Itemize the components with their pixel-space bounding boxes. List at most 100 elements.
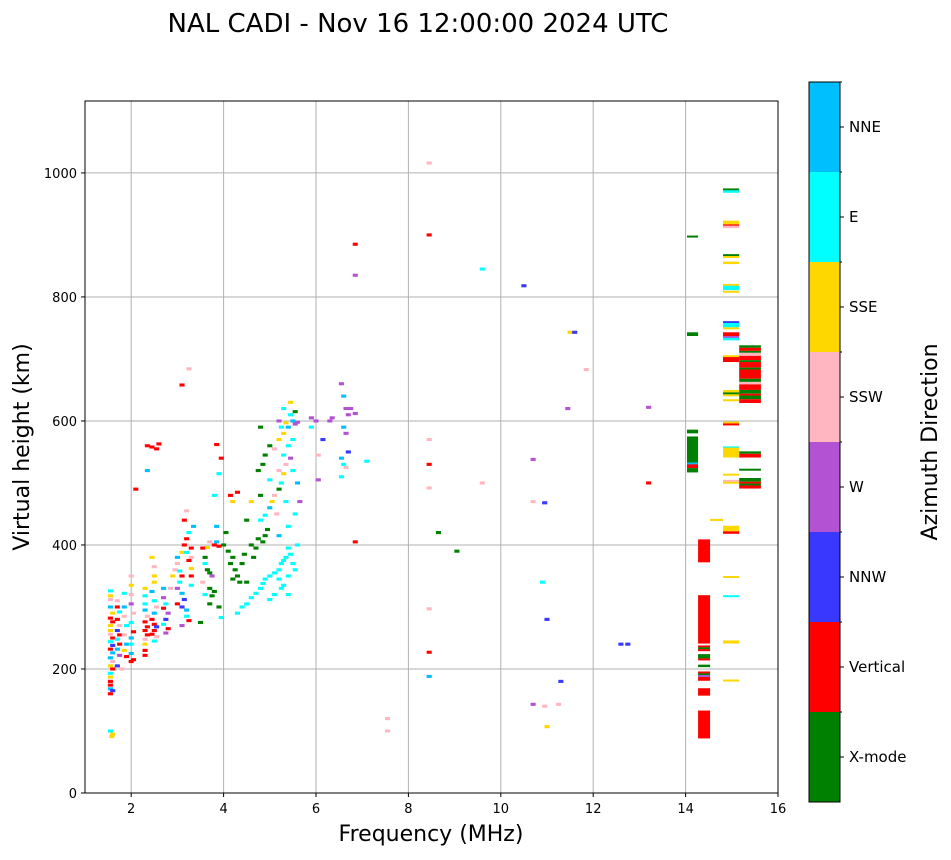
echo-bar (739, 347, 761, 351)
echo-cell (128, 574, 134, 578)
echo-cell (184, 608, 190, 612)
echo-bar (686, 429, 699, 434)
echo-bar (698, 677, 711, 681)
echo-cell (223, 531, 229, 535)
echo-cell (292, 410, 298, 414)
echo-cell (211, 493, 217, 497)
echo-cell (214, 524, 220, 528)
echo-bar (723, 290, 740, 293)
echo-bar (723, 357, 740, 363)
echo-bar (739, 485, 761, 489)
colorbar-swatch (809, 352, 840, 442)
echo-bar (723, 332, 740, 337)
echo-bar (723, 327, 740, 330)
echo-cell (221, 543, 227, 547)
echo-cell (239, 605, 245, 609)
echo-cell (142, 637, 148, 641)
echo-cell (278, 586, 284, 590)
colorbar-swatch (809, 442, 840, 532)
echo-cell (107, 664, 113, 668)
echo-cell (149, 589, 155, 594)
echo-bar (723, 283, 740, 286)
echo-cell (544, 725, 550, 729)
y-tick-label: 600 (52, 415, 77, 430)
echo-cell (479, 267, 485, 271)
echo-cell (308, 425, 314, 429)
echo-cell (264, 527, 271, 532)
echo-cell (292, 512, 298, 516)
echo-cell (151, 574, 157, 578)
echo-cell (258, 518, 264, 522)
echo-cell (128, 620, 134, 625)
colorbar-swatch (809, 82, 840, 172)
echo-bar (739, 378, 761, 382)
echo-bar (723, 531, 740, 534)
echo-cell (329, 416, 335, 420)
echo-cell (258, 493, 264, 497)
colorbar-swatch (809, 712, 840, 802)
echo-bar (723, 389, 740, 393)
echo-cell (181, 543, 187, 547)
echo-bar (723, 575, 740, 578)
echo-cell (121, 648, 127, 652)
echo-cell (107, 624, 113, 628)
echo-cell (343, 407, 349, 411)
echo-cell (530, 702, 536, 706)
echo-cell (234, 490, 241, 494)
colorbar: X-mode Vertical NNW W SSW SSE E NNE (808, 81, 906, 803)
echo-cell (218, 456, 224, 460)
echo-cell (435, 531, 441, 535)
echo-bar (723, 188, 740, 191)
echo-bar (686, 464, 699, 469)
colorbar-label: Azimuth Direction (918, 343, 943, 540)
echo-cell (281, 583, 287, 587)
echo-bar (739, 367, 761, 370)
echo-cell (267, 444, 273, 448)
axes-ticks: 2 4 6 8 10 12 14 16 0 200 400 600 800 1000 (44, 167, 786, 817)
echo-cell (281, 431, 287, 435)
grid-lines (85, 101, 778, 793)
echo-cell (341, 394, 347, 398)
echo-cell (163, 602, 169, 606)
echo-cell (283, 500, 289, 504)
echo-bar (723, 473, 740, 476)
echo-cell (107, 632, 113, 636)
echo-bar (723, 321, 740, 324)
x-tick-label: 12 (585, 802, 602, 817)
echo-cell (248, 543, 254, 547)
echo-cell (278, 425, 284, 429)
echo-cell (294, 420, 301, 424)
echo-cell (352, 540, 358, 544)
echo-cell (202, 555, 208, 559)
echo-cell (276, 568, 282, 572)
echo-bar (739, 481, 761, 484)
echo-cell (144, 469, 150, 473)
echo-cell (248, 500, 254, 504)
echo-cell (565, 407, 571, 411)
echo-cell (352, 411, 358, 416)
echo-bar (698, 688, 711, 696)
echo-cell (288, 456, 294, 460)
echo-cell (290, 469, 296, 473)
echo-cell (209, 594, 215, 598)
echo-cell (107, 679, 113, 683)
echo-cell (149, 445, 155, 449)
echo-cell (110, 689, 116, 693)
echo-cell (110, 732, 116, 736)
y-tick-label: 200 (52, 663, 77, 678)
echo-cell (174, 586, 180, 590)
echo-cell (151, 622, 157, 626)
colorbar-tick-label: NNW (849, 568, 886, 586)
echo-cell (142, 608, 148, 612)
echo-cell (290, 419, 296, 423)
echo-cell (179, 624, 185, 628)
y-axis-label: Virtual height (km) (10, 343, 35, 550)
echo-cell (426, 486, 432, 490)
echo-cell (244, 518, 250, 522)
echo-bar (723, 392, 740, 395)
colorbar-swatch (809, 172, 840, 262)
echo-cell (227, 562, 234, 566)
echo-bar (739, 393, 761, 396)
echo-cell (119, 667, 125, 671)
echo-bar (739, 362, 761, 368)
